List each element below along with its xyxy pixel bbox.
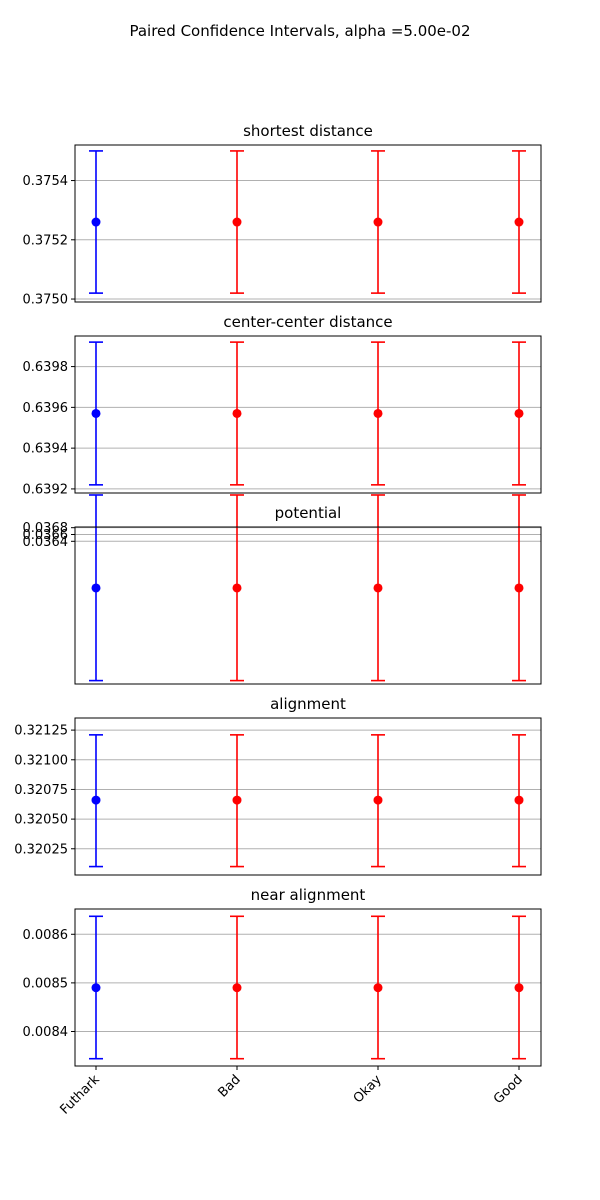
errorbar-point	[373, 583, 383, 593]
errorbar-point	[232, 408, 242, 418]
y-tick-label: 0.32100	[14, 753, 68, 768]
errorbar-bad	[230, 150, 244, 294]
errorbar-point	[373, 983, 383, 993]
y-tick-label: 0.32125	[14, 724, 68, 739]
errorbar-point	[514, 408, 524, 418]
errorbar-okay	[371, 341, 385, 486]
panel-frame	[74, 717, 542, 876]
panel-frame	[74, 526, 542, 685]
errorbar-okay	[371, 150, 385, 294]
panel-title: center-center distance	[223, 313, 392, 331]
errorbar-futhark	[89, 734, 103, 868]
errorbar-bad	[230, 734, 244, 868]
panel-title: shortest distance	[243, 122, 373, 140]
y-tick-label: 0.32075	[14, 783, 68, 798]
x-tick-label: Good	[491, 1072, 526, 1107]
errorbar-good	[512, 150, 526, 294]
panel-title: potential	[275, 504, 342, 522]
errorbar-futhark	[89, 915, 103, 1060]
errorbar-bad	[230, 915, 244, 1060]
errorbar-point	[232, 583, 242, 593]
y-tick-label: 0.0366	[23, 528, 69, 543]
y-tick-label: 0.6398	[23, 360, 69, 375]
panel-0: shortest distance 0.3750 0.3752 0.3754	[23, 122, 542, 308]
errorbar-point	[232, 217, 242, 227]
errorbar-good	[512, 341, 526, 486]
errorbar-point	[232, 983, 242, 993]
errorbar-point	[373, 408, 383, 418]
panel-1: center-center distance 0.6392 0.6394 0.6396…	[23, 313, 542, 497]
y-tick-label: 0.6394	[23, 442, 69, 457]
x-axis-ticks: Futhark Bad Okay Good	[57, 1066, 526, 1118]
y-tick-label: 0.0084	[23, 1025, 69, 1040]
errorbar-bad	[230, 494, 244, 682]
x-tick-label: Futhark	[57, 1072, 103, 1118]
errorbar-point	[91, 983, 101, 993]
errorbar-good	[512, 494, 526, 682]
errorbar-okay	[371, 734, 385, 868]
y-tick-label: 0.32025	[14, 842, 68, 857]
y-tick-label: 0.6392	[23, 482, 69, 497]
panel-frame	[74, 908, 542, 1067]
panel-3: alignment 0.32025 0.32050 0.32075 0.32100 0.3…	[14, 695, 542, 876]
y-tick-label: 0.3754	[23, 174, 69, 189]
y-tick-label: 0.0085	[23, 976, 69, 991]
y-tick-label: 0.0368	[23, 521, 69, 536]
x-tick-label: Okay	[351, 1072, 385, 1106]
errorbar-futhark	[89, 494, 103, 682]
y-tick-label: 0.32050	[14, 813, 68, 828]
errorbar-point	[91, 408, 101, 418]
errorbar-point	[373, 217, 383, 227]
errorbar-point	[91, 795, 101, 805]
y-tick-label: 0.0364	[23, 535, 69, 550]
errorbar-futhark	[89, 341, 103, 486]
errorbar-point	[91, 583, 101, 593]
panel-frame	[74, 335, 542, 494]
errorbar-good	[512, 915, 526, 1060]
y-tick-label: 0.3750	[23, 293, 69, 308]
errorbar-futhark	[89, 150, 103, 294]
y-tick-label: 0.6396	[23, 401, 69, 416]
errorbar-bad	[230, 341, 244, 486]
errorbar-okay	[371, 494, 385, 682]
x-tick-label: Bad	[215, 1072, 243, 1100]
errorbar-point	[514, 583, 524, 593]
y-tick-label: 0.0086	[23, 928, 69, 943]
errorbar-point	[514, 983, 524, 993]
panel-title: near alignment	[251, 886, 366, 904]
errorbar-point	[232, 795, 242, 805]
errorbar-point	[514, 217, 524, 227]
figure-suptitle: Paired Confidence Intervals, alpha =5.00…	[129, 22, 470, 40]
errorbar-point	[514, 795, 524, 805]
panel-frame	[74, 144, 542, 303]
panels: shortest distance 0.3750 0.3752 0.3754 cente…	[14, 122, 542, 1067]
errorbar-good	[512, 734, 526, 868]
errorbar-okay	[371, 915, 385, 1060]
panel-title: alignment	[270, 695, 346, 713]
errorbar-point	[373, 795, 383, 805]
y-tick-label: 0.3752	[23, 233, 69, 248]
panel-4: near alignment 0.0084 0.0085 0.0086	[23, 886, 542, 1067]
errorbar-point	[91, 217, 101, 227]
